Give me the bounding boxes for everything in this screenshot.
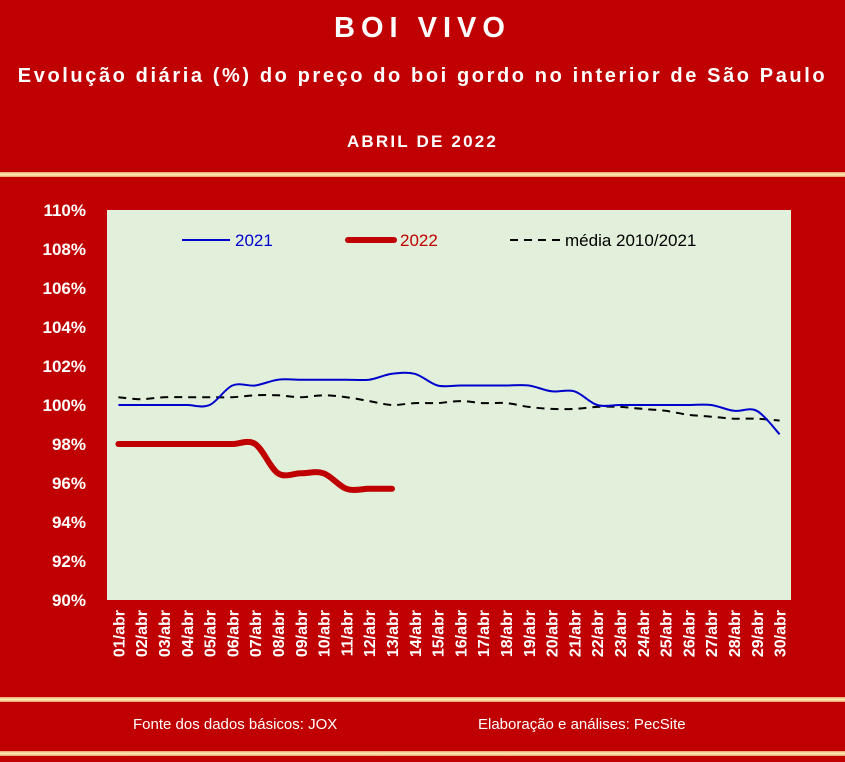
x-tick-label: 02/abr: [134, 610, 151, 657]
series-layer: [115, 371, 781, 493]
x-tick-label: 25/abr: [659, 610, 676, 657]
series-media-line: [118, 394, 780, 422]
series-2022-line: [115, 438, 395, 493]
chart-title: BOI VIVO: [334, 12, 511, 44]
x-tick-label: 29/abr: [750, 610, 767, 657]
x-tick-label: 23/abr: [613, 610, 630, 657]
legend-label: 2022: [400, 231, 438, 250]
x-tick-label: 18/abr: [499, 610, 516, 657]
y-axis: 90% 92% 94% 96% 98% 100% 102% 104% 106% 108% 110%: [43, 201, 86, 610]
x-tick-label: 22/abr: [590, 610, 607, 657]
x-tick-label: 10/abr: [317, 610, 334, 657]
chart-header: BOI VIVO Evolução diária (%) do preço do…: [0, 0, 845, 172]
x-tick-label: 17/abr: [476, 610, 493, 657]
x-tick-label: 01/abr: [111, 610, 128, 657]
data-source: Fonte dos dados básicos: JOX: [133, 716, 338, 733]
legend: 2021 2022 média 2010/2021: [182, 231, 696, 250]
x-tick-label: 08/abr: [271, 610, 288, 657]
y-tick-label: 100%: [43, 396, 86, 415]
x-tick-label: 13/abr: [385, 610, 402, 657]
y-tick-label: 92%: [52, 552, 86, 571]
divider-top: [0, 172, 845, 177]
chart-period: ABRIL DE 2022: [346, 132, 499, 151]
x-tick-label: 06/abr: [225, 610, 242, 657]
y-tick-label: 102%: [43, 357, 86, 376]
x-tick-label: 04/abr: [180, 610, 197, 657]
analysis-credit: Elaboração e análises: PecSite: [478, 716, 686, 733]
divider-bottom: [0, 697, 845, 702]
x-tick-label: 21/abr: [567, 610, 584, 657]
x-tick-label: 26/abr: [681, 610, 698, 657]
y-tick-label: 96%: [52, 474, 86, 493]
x-tick-label: 15/abr: [431, 610, 448, 657]
x-tick-label: 20/abr: [545, 610, 562, 657]
x-tick-label: 11/abr: [339, 610, 356, 656]
chart-footer: Fonte dos dados básicos: JOX Elaboração …: [0, 704, 845, 744]
x-tick-label: 03/abr: [157, 610, 174, 657]
y-tick-label: 90%: [52, 591, 86, 610]
x-tick-label: 19/abr: [522, 610, 539, 657]
y-tick-label: 104%: [43, 318, 86, 337]
x-tick-label: 09/abr: [294, 610, 311, 657]
series-2021-line: [118, 371, 781, 435]
legend-label: 2021: [235, 231, 273, 250]
x-tick-label: 24/abr: [636, 610, 653, 657]
x-tick-label: 16/abr: [453, 610, 470, 657]
x-tick-label: 05/abr: [203, 610, 220, 657]
y-tick-label: 94%: [52, 513, 86, 532]
x-axis: 01/abr 02/abr 03/abr 04/abr 05/abr 06/abr 07/a…: [111, 610, 789, 657]
x-tick-label: 30/abr: [773, 610, 790, 657]
y-tick-label: 110%: [43, 201, 86, 220]
x-tick-label: 28/abr: [727, 610, 744, 657]
legend-label: média 2010/2021: [565, 231, 696, 250]
chart-subtitle: Evolução diária (%) do preço do boi gord…: [17, 65, 828, 87]
x-tick-label: 07/abr: [248, 610, 265, 657]
divider-footer: [0, 751, 845, 756]
y-tick-label: 108%: [43, 240, 86, 259]
line-chart: 90%92%94%96%98%100%102%104%106%108%110% …: [43, 201, 791, 657]
y-tick-label: 106%: [43, 279, 86, 298]
x-tick-label: 12/abr: [362, 610, 379, 657]
x-tick-label: 14/abr: [408, 610, 425, 657]
x-tick-label: 27/abr: [704, 610, 721, 657]
y-tick-label: 98%: [52, 435, 86, 454]
